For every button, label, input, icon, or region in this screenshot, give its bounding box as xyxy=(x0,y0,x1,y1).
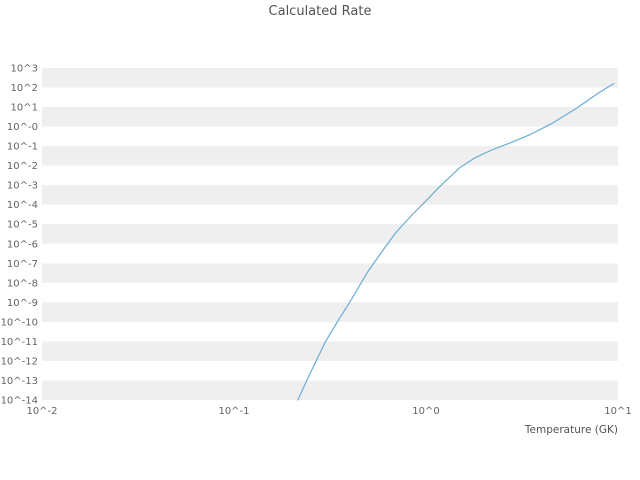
x-tick-label: 10^0 xyxy=(412,406,439,417)
grid-stripe xyxy=(42,68,618,88)
grid-stripe xyxy=(42,146,618,166)
grid-stripe xyxy=(42,185,618,205)
grid-stripe xyxy=(42,302,618,322)
grid-stripe xyxy=(42,107,618,127)
y-tick-label: 10^-11 xyxy=(1,337,38,348)
x-tick-label: 10^1 xyxy=(604,406,631,417)
y-tick-label: 10^-13 xyxy=(1,376,38,387)
grid-stripe xyxy=(42,263,618,283)
y-tick-label: 10^-2 xyxy=(7,161,38,172)
y-tick-label: 10^3 xyxy=(11,64,38,75)
x-tick-label: 10^-2 xyxy=(26,406,57,417)
y-tick-label: 10^-1 xyxy=(7,142,38,153)
y-tick-label: 10^-8 xyxy=(7,278,38,289)
grid-stripe xyxy=(42,341,618,361)
y-tick-label: 10^-12 xyxy=(1,356,38,367)
y-tick-label: 10^-9 xyxy=(7,298,38,309)
y-tick-label: 10^-6 xyxy=(7,239,38,250)
x-tick-label: 10^-1 xyxy=(218,406,249,417)
y-tick-label: 10^-3 xyxy=(7,181,38,192)
x-axis-label: Temperature (GK) xyxy=(524,424,618,436)
y-tick-label: 10^-7 xyxy=(7,259,38,270)
grid-stripe xyxy=(42,224,618,244)
series-line xyxy=(297,83,615,401)
y-tick-label: 10^2 xyxy=(11,83,38,94)
y-tick-label: 10^-0 xyxy=(7,122,38,133)
y-tick-label: 10^-4 xyxy=(7,200,38,211)
y-tick-label: 10^-5 xyxy=(7,220,38,231)
chart-title: Calculated Rate xyxy=(268,4,372,19)
grid-stripe xyxy=(42,380,618,400)
y-tick-label: 10^-10 xyxy=(1,317,38,328)
y-tick-label: 10^1 xyxy=(11,103,38,114)
y-tick-label: 10^-14 xyxy=(1,396,38,407)
